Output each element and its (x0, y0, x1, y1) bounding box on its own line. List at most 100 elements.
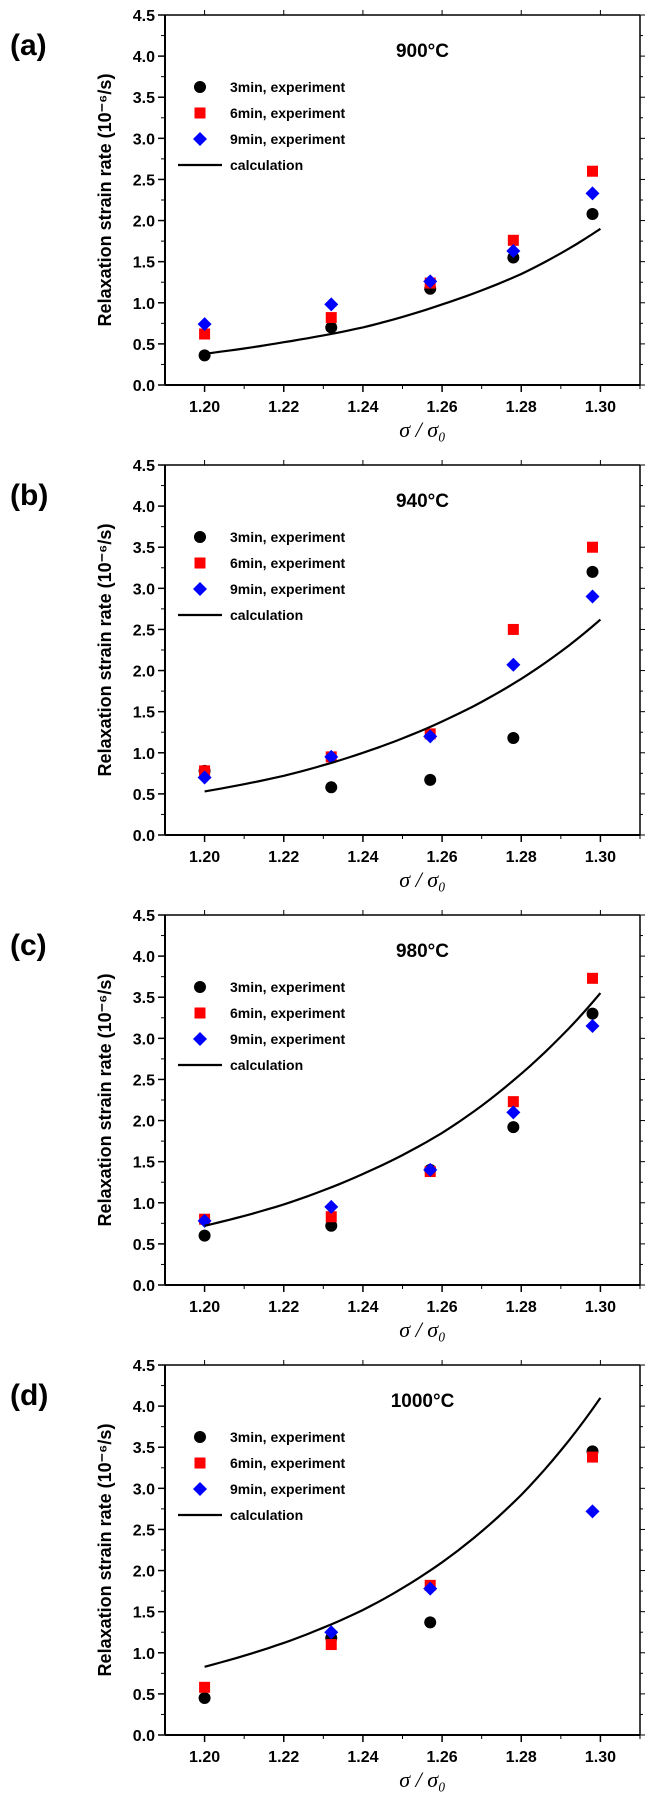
x-tick-label: 1.26 (427, 399, 458, 416)
legend-entry: 3min, experiment (230, 79, 345, 95)
y-tick-label: 2.5 (133, 172, 155, 189)
y-tick-label: 4.0 (133, 499, 155, 516)
data-point (199, 328, 211, 340)
data-point (586, 565, 599, 578)
y-tick-label: 0.5 (133, 1237, 155, 1254)
y-tick-label: 3.5 (133, 90, 155, 107)
x-tick-label: 1.20 (189, 1749, 220, 1766)
data-point (586, 207, 599, 220)
data-point (197, 1213, 212, 1228)
data-point (198, 349, 211, 362)
y-tick-label: 1.5 (133, 705, 155, 722)
legend-entry: 6min, experiment (230, 1455, 345, 1471)
y-axis-label: Relaxation strain rate (10⁻⁶/s) (95, 1424, 115, 1677)
legend-entry: 9min, experiment (230, 581, 345, 597)
y-tick-label: 4.5 (133, 908, 155, 925)
data-point (507, 1096, 519, 1108)
data-point (507, 623, 519, 635)
calculation-curve (204, 1397, 602, 1668)
chart-panel-c: (c) 0.0 0.5 1.0 1.5 2.0 2.5 3.0 3.5 4.0 4.5 1.20 1.2… (0, 900, 651, 1350)
legend-entry: calculation (230, 1057, 303, 1073)
calculation-curve (204, 618, 602, 793)
legend-marker (193, 1032, 207, 1046)
legend-entry: 9min, experiment (230, 131, 345, 147)
y-tick-label: 2.5 (133, 1072, 155, 1089)
y-tick-label: 2.5 (133, 622, 155, 639)
y-tick-label: 2.5 (133, 1522, 155, 1539)
legend-marker (193, 1482, 207, 1496)
legend-entry: 3min, experiment (230, 1429, 345, 1445)
chart-title: 980°C (396, 941, 449, 962)
x-tick-label: 1.30 (585, 1749, 616, 1766)
legend-entry: 6min, experiment (230, 555, 345, 571)
y-tick-label: 1.0 (133, 1646, 155, 1663)
data-point (585, 186, 600, 201)
data-point (587, 1451, 598, 1463)
data-point (199, 1681, 211, 1693)
data-point (507, 1121, 520, 1134)
data-point (506, 657, 521, 672)
x-tick-label: 1.28 (506, 1299, 537, 1316)
data-point (507, 731, 520, 744)
y-tick-label: 4.5 (133, 458, 155, 475)
data-point (585, 589, 600, 604)
y-tick-label: 2.0 (133, 664, 155, 681)
y-tick-label: 4.0 (133, 1399, 155, 1416)
x-axis-label: σ / σ₀ (399, 417, 445, 442)
y-tick-label: 0.0 (133, 378, 155, 395)
x-tick-label: 1.30 (585, 849, 616, 866)
data-point (506, 1105, 521, 1120)
y-tick-label: 3.5 (133, 1440, 155, 1457)
data-point (324, 1625, 339, 1640)
legend-marker (194, 1457, 206, 1469)
data-point (198, 1229, 211, 1242)
data-point (423, 274, 438, 289)
x-tick-label: 1.24 (347, 849, 378, 866)
y-tick-label: 1.5 (133, 255, 155, 272)
x-tick-label: 1.22 (268, 1749, 299, 1766)
panel-label: (b) (10, 479, 48, 512)
y-tick-label: 4.5 (133, 8, 155, 25)
x-tick-label: 1.22 (268, 399, 299, 416)
y-tick-label: 0.5 (133, 337, 155, 354)
data-point (198, 1692, 211, 1704)
y-tick-label: 3.5 (133, 540, 155, 557)
x-tick-label: 1.22 (268, 849, 299, 866)
x-tick-label: 1.30 (585, 399, 616, 416)
y-axis-label: Relaxation strain rate (10⁻⁶/s) (95, 74, 115, 327)
data-point (585, 1504, 600, 1519)
y-tick-label: 2.0 (133, 1564, 155, 1581)
data-point (197, 317, 212, 332)
data-point (325, 312, 337, 324)
legend-entry: calculation (230, 1507, 303, 1523)
chart-svg-a: (a) 0.0 0.5 1.0 1.5 2.0 2.5 3.0 3.5 4.0 4.5 1.20 1.2… (10, 8, 645, 442)
data-point (587, 972, 598, 984)
chart-svg-b: (b) 0.0 0.5 1.0 1.5 2.0 2.5 3.0 3.5 4.0 4.5 1.20 1.2… (10, 458, 645, 892)
panel-label: (c) (10, 929, 47, 962)
y-tick-label: 4.0 (133, 949, 155, 966)
x-tick-label: 1.20 (189, 849, 220, 866)
y-tick-label: 3.0 (133, 1481, 155, 1498)
legend-entry: 3min, experiment (230, 529, 345, 545)
legend-marker (194, 531, 206, 543)
legend-marker (194, 1007, 206, 1019)
legend-marker (194, 107, 206, 119)
data-point (507, 234, 519, 246)
y-tick-label: 3.0 (133, 581, 155, 598)
data-point (324, 749, 339, 764)
x-tick-label: 1.28 (506, 1749, 537, 1766)
data-point (424, 773, 437, 786)
x-tick-label: 1.22 (268, 1299, 299, 1316)
x-axis-label: σ / σ₀ (399, 867, 445, 892)
legend-entry: calculation (230, 607, 303, 623)
x-tick-label: 1.20 (189, 399, 220, 416)
legend-entry: calculation (230, 157, 303, 173)
legend-marker (194, 557, 206, 569)
y-axis-label: Relaxation strain rate (10⁻⁶/s) (95, 974, 115, 1227)
chart-svg-d: (d) 0.0 0.5 1.0 1.5 2.0 2.5 3.0 3.5 4.0 4.5 1.20 1.2… (10, 1358, 645, 1792)
calculation-curve (204, 227, 602, 355)
data-point (325, 1211, 337, 1223)
chart-title: 900°C (396, 41, 449, 62)
y-tick-label: 1.0 (133, 746, 155, 763)
data-point (325, 1219, 338, 1232)
